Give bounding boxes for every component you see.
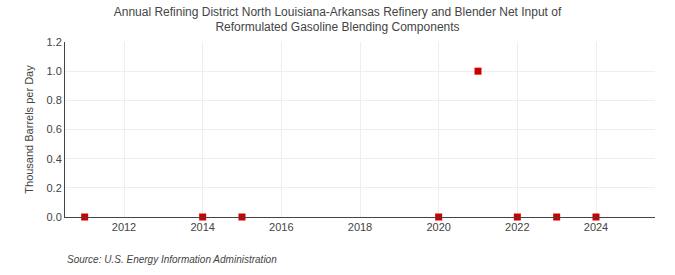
svg-text:1.0: 1.0 xyxy=(47,65,62,77)
svg-text:2018: 2018 xyxy=(348,221,372,233)
svg-text:0.2: 0.2 xyxy=(47,182,62,194)
svg-text:0.8: 0.8 xyxy=(47,94,62,106)
svg-text:Source: U.S. Energy Informatio: Source: U.S. Energy Information Administ… xyxy=(67,254,277,265)
svg-text:Thousand Barrels per Day: Thousand Barrels per Day xyxy=(23,65,35,194)
svg-text:0.4: 0.4 xyxy=(47,153,62,165)
svg-text:2012: 2012 xyxy=(112,221,136,233)
svg-text:0.6: 0.6 xyxy=(47,123,62,135)
svg-text:2014: 2014 xyxy=(190,221,214,233)
svg-text:0.0: 0.0 xyxy=(47,211,62,223)
svg-text:2016: 2016 xyxy=(269,221,293,233)
svg-text:1.2: 1.2 xyxy=(47,36,62,48)
svg-text:2022: 2022 xyxy=(505,221,529,233)
svg-text:Annual Refining District North: Annual Refining District North Louisiana… xyxy=(114,5,562,35)
svg-text:2020: 2020 xyxy=(426,221,450,233)
svg-text:2024: 2024 xyxy=(584,221,608,233)
